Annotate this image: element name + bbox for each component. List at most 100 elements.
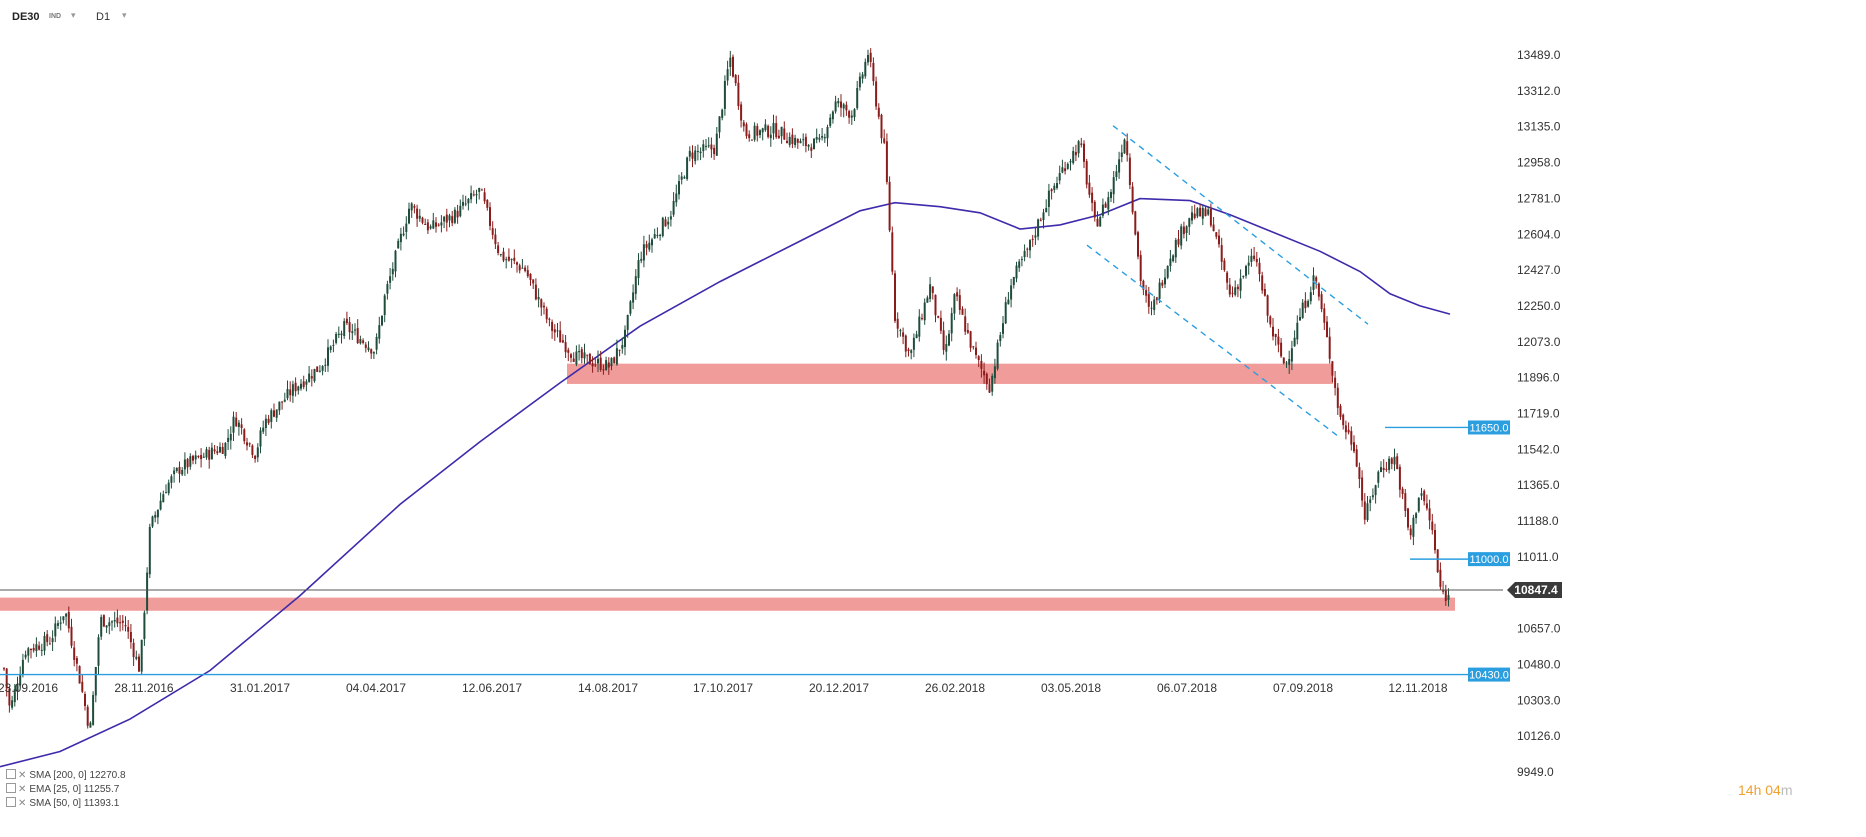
- legend-name: SMA [200, 0]: [29, 770, 87, 781]
- indicator-settings-icon[interactable]: [6, 783, 16, 793]
- candle-body: [138, 656, 140, 672]
- candle-body: [634, 276, 637, 294]
- level-tag-label: 11000.0: [1470, 554, 1509, 566]
- candle-body: [1415, 513, 1418, 519]
- y-tick-label: 13489.0: [1517, 48, 1561, 62]
- timeframe-dropdown-icon[interactable]: ▾: [122, 10, 127, 20]
- candle-body: [837, 101, 840, 104]
- candle-body: [483, 192, 486, 202]
- candle-body: [1191, 212, 1193, 221]
- candle-body: [1326, 321, 1328, 338]
- legend-row-sma200[interactable]: ✕ SMA [200, 0] 12270.8: [6, 769, 126, 783]
- candle-body: [872, 62, 875, 82]
- candle-body: [691, 152, 694, 159]
- candle-body: [894, 273, 896, 321]
- y-tick-label: 13135.0: [1517, 120, 1561, 134]
- legend-row-ema25[interactable]: ✕ EMA [25, 0] 11255.7: [6, 783, 126, 797]
- indicator-settings-icon[interactable]: [6, 769, 16, 779]
- candle-body: [248, 443, 251, 445]
- candle-body: [688, 150, 691, 157]
- candle-body: [656, 235, 659, 236]
- candle-body: [305, 381, 308, 385]
- candle-body: [1093, 201, 1096, 218]
- candle-body: [159, 500, 162, 510]
- candle-body: [359, 339, 362, 344]
- candle-body: [432, 220, 435, 229]
- close-icon[interactable]: ✕: [18, 770, 27, 781]
- symbol-dropdown-icon[interactable]: ▾: [71, 10, 76, 20]
- candle-body: [767, 125, 770, 137]
- candle-body: [545, 308, 548, 320]
- candle-body: [594, 364, 597, 366]
- candle-body: [302, 381, 305, 387]
- candle-body: [254, 455, 257, 459]
- candle-body: [1012, 277, 1015, 286]
- legend-row-sma50[interactable]: ✕ SMA [50, 0] 11393.1: [6, 797, 126, 811]
- candle-body: [848, 111, 851, 118]
- candle-body: [21, 659, 24, 675]
- candle-body: [867, 55, 869, 63]
- candle-body: [1317, 283, 1320, 297]
- candle-body: [661, 217, 664, 236]
- candle-body: [389, 276, 392, 283]
- candle-body: [3, 668, 5, 670]
- x-tick-label: 06.07.2018: [1157, 681, 1217, 695]
- candle-body: [324, 364, 327, 366]
- candle-body: [146, 572, 149, 611]
- candle-body: [402, 233, 405, 236]
- candle-body: [232, 416, 235, 433]
- candle-body: [200, 455, 203, 460]
- candle-body: [1142, 280, 1145, 290]
- candle-body: [1274, 334, 1277, 337]
- candle-body: [1404, 493, 1407, 511]
- symbol-label[interactable]: DE30: [12, 11, 40, 23]
- candle-body: [1336, 387, 1339, 408]
- candle-body: [1053, 185, 1056, 190]
- candle-body: [1412, 517, 1415, 537]
- timeframe-label[interactable]: D1: [96, 11, 111, 23]
- candle-body: [256, 447, 259, 458]
- candle-body: [1047, 190, 1050, 207]
- candle-body: [1223, 260, 1226, 271]
- candle-body: [1436, 549, 1439, 573]
- candle-body: [219, 446, 221, 453]
- close-icon[interactable]: ✕: [18, 784, 27, 795]
- indicator-settings-icon[interactable]: [6, 797, 16, 807]
- candle-body: [777, 135, 780, 138]
- close-icon[interactable]: ✕: [18, 798, 27, 809]
- level-tag: 10430.0: [1468, 667, 1510, 682]
- candle-body: [737, 82, 740, 107]
- candle-body: [821, 136, 824, 138]
- y-tick-label: 12250.0: [1517, 299, 1561, 313]
- level-tag-box: [1468, 420, 1510, 435]
- candle-body: [397, 240, 400, 249]
- candle-body: [175, 468, 178, 471]
- candle-body: [480, 189, 483, 191]
- candle-body: [588, 353, 591, 365]
- candle-body: [1388, 458, 1391, 470]
- candle-body: [364, 344, 367, 348]
- candle-body: [294, 382, 297, 392]
- candle-body: [243, 429, 246, 442]
- candle-body: [370, 349, 373, 354]
- candle-body: [745, 124, 748, 137]
- candle-body: [148, 526, 151, 575]
- candle-body: [192, 455, 194, 461]
- candle-body: [46, 634, 49, 643]
- y-tick-label: 12781.0: [1517, 191, 1561, 205]
- candle-body: [291, 384, 294, 396]
- candle-body: [1328, 336, 1331, 359]
- candle-body: [424, 224, 427, 225]
- channel-line: [1086, 244, 1341, 439]
- candle-body: [1150, 307, 1153, 309]
- candle-body: [462, 202, 464, 206]
- candle-body: [1304, 300, 1307, 309]
- candle-body: [629, 301, 632, 314]
- x-tick-label: 17.10.2017: [693, 681, 753, 695]
- y-tick-label: 10303.0: [1517, 693, 1561, 707]
- candle-body: [586, 354, 589, 356]
- candle-body: [62, 616, 65, 621]
- candle-body: [1301, 302, 1304, 318]
- candle-body: [980, 360, 983, 369]
